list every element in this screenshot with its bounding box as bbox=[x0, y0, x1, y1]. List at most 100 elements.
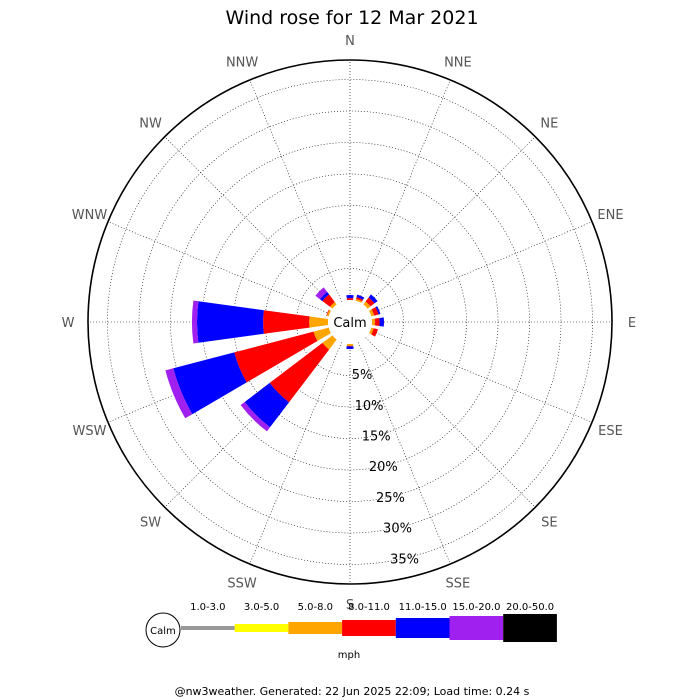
rose-labels: N NNE NE ENE E ESE SE SSE S SSW SW WSW W WNW NW NNW 5% 10… bbox=[62, 34, 637, 613]
grid-spoke-nnw bbox=[249, 79, 342, 302]
bar-ne-8.0-11.0 bbox=[365, 297, 375, 307]
grid-spoke-ssw bbox=[249, 342, 342, 565]
direction-label-n: N bbox=[345, 34, 355, 49]
legend: Calm mph 1.0-3.0 3.0-5.0 5.0-8.0 8.0-11.0 11… bbox=[145, 602, 557, 661]
legend-label: 20.0-50.0 bbox=[506, 602, 554, 613]
bar-wsw-11.0-15.0 bbox=[173, 352, 247, 415]
legend-label: 15.0-20.0 bbox=[452, 602, 500, 613]
bar-e-5.0-8.0 bbox=[371, 318, 376, 326]
direction-label-ne: NE bbox=[540, 117, 558, 132]
legend-label: 3.0-5.0 bbox=[244, 602, 279, 613]
direction-label-s: S bbox=[346, 598, 354, 613]
ring-label: 15% bbox=[362, 430, 391, 445]
ring-label: 30% bbox=[383, 522, 412, 537]
ring-label: 10% bbox=[355, 399, 384, 414]
bar-wsw-15.0-20.0 bbox=[165, 368, 193, 419]
bar-nne-5.0-8.0 bbox=[355, 298, 363, 303]
grid-spoke-wnw bbox=[107, 221, 330, 314]
bar-wnw-5.0-8.0 bbox=[326, 309, 331, 317]
bar-ese-5.0-8.0 bbox=[369, 327, 374, 335]
bar-nw-15.0-20.0 bbox=[315, 287, 328, 300]
rose-grid bbox=[87, 59, 613, 585]
bar-wnw-8.0-11.0 bbox=[326, 309, 330, 316]
chart-title: Wind rose for 12 Mar 2021 bbox=[225, 7, 478, 29]
bar-w-8.0-11.0 bbox=[263, 310, 310, 334]
grid-spoke-nne bbox=[358, 79, 451, 302]
direction-label-w: W bbox=[62, 316, 75, 331]
bar-wsw-5.0-8.0 bbox=[313, 327, 331, 341]
bar-nne-11.0-15.0 bbox=[356, 294, 365, 300]
bar-nw-5.0-8.0 bbox=[330, 302, 337, 309]
bar-e-8.0-11.0 bbox=[374, 318, 380, 326]
direction-label-nw: NW bbox=[139, 117, 162, 132]
bar-nne-8.0-11.0 bbox=[356, 297, 363, 302]
calm-circle bbox=[328, 300, 372, 344]
direction-label-ese: ESE bbox=[598, 424, 623, 439]
grid-ring bbox=[107, 79, 593, 565]
calm-center: Calm bbox=[328, 300, 372, 344]
direction-label-wnw: WNW bbox=[72, 208, 108, 223]
calm-label: Calm bbox=[333, 316, 366, 331]
ring-label: 25% bbox=[376, 491, 405, 506]
direction-label-ssw: SSW bbox=[227, 577, 257, 592]
grid-ring bbox=[296, 268, 404, 376]
legend-swatch-3.0-5.0 bbox=[234, 624, 289, 632]
bar-ene-8.0-11.0 bbox=[371, 307, 379, 316]
outer-circle bbox=[87, 59, 613, 585]
grid-spoke-ene bbox=[370, 221, 593, 314]
bar-sw-5.0-8.0 bbox=[322, 335, 337, 350]
grid-ring bbox=[170, 142, 530, 502]
legend-swatch-1.0-3.0 bbox=[181, 626, 235, 630]
bar-wsw-8.0-11.0 bbox=[234, 331, 318, 383]
bar-nw-8.0-11.0 bbox=[322, 294, 335, 307]
grid-ring bbox=[233, 205, 467, 439]
grid-spoke-sse bbox=[358, 342, 451, 565]
legend-swatch-20.0-50.0 bbox=[503, 614, 557, 642]
legend-calm-label: Calm bbox=[150, 626, 176, 637]
bar-w-11.0-15.0 bbox=[196, 301, 264, 343]
direction-label-sw: SW bbox=[140, 515, 161, 530]
grid-spoke-ne bbox=[365, 136, 536, 307]
direction-label-nnw: NNW bbox=[226, 56, 258, 71]
bar-n-11.0-15.0 bbox=[346, 294, 354, 299]
grid-spoke-se bbox=[365, 337, 536, 508]
legend-label: 11.0-15.0 bbox=[399, 602, 447, 613]
bar-nw-11.0-15.0 bbox=[319, 291, 330, 302]
legend-swatch-5.0-8.0 bbox=[288, 622, 343, 634]
ring-label: 5% bbox=[352, 368, 373, 383]
bar-w-5.0-8.0 bbox=[309, 316, 329, 328]
footer-text: @nw3weather. Generated: 22 Jun 2025 22:0… bbox=[175, 685, 530, 698]
bar-s-11.0-15.0 bbox=[346, 346, 354, 350]
bar-ene-11.0-15.0 bbox=[375, 306, 381, 315]
bar-sw-8.0-11.0 bbox=[269, 342, 330, 403]
ring-label: 35% bbox=[390, 552, 419, 567]
legend-swatch-11.0-15.0 bbox=[395, 618, 450, 638]
bar-ene-5.0-8.0 bbox=[369, 309, 375, 317]
legend-label: 5.0-8.0 bbox=[298, 602, 333, 613]
legend-unit-label: mph bbox=[338, 650, 360, 661]
direction-label-wsw: WSW bbox=[73, 424, 107, 439]
bar-ese-8.0-11.0 bbox=[371, 328, 378, 337]
bar-e-11.0-15.0 bbox=[379, 317, 385, 327]
legend-label: 1.0-3.0 bbox=[190, 602, 225, 613]
legend-swatch-8.0-11.0 bbox=[342, 620, 396, 636]
rose-bars bbox=[165, 287, 385, 432]
bar-n-8.0-11.0 bbox=[346, 298, 354, 301]
legend-label: 8.0-11.0 bbox=[348, 602, 390, 613]
direction-label-ene: ENE bbox=[597, 208, 623, 223]
grid-spoke-nw bbox=[164, 136, 335, 307]
legend-swatch-15.0-20.0 bbox=[449, 616, 504, 640]
direction-label-se: SE bbox=[541, 515, 557, 530]
direction-label-e: E bbox=[628, 316, 636, 331]
bar-ne-11.0-15.0 bbox=[368, 294, 378, 304]
grid-spoke-ese bbox=[370, 330, 593, 423]
bar-ne-5.0-8.0 bbox=[363, 301, 371, 309]
direction-label-nne: NNE bbox=[444, 56, 472, 71]
bar-sw-11.0-15.0 bbox=[244, 382, 290, 428]
bar-s-8.0-11.0 bbox=[346, 345, 354, 347]
bar-s-5.0-8.0 bbox=[346, 343, 354, 346]
legend-calm-circle bbox=[145, 612, 181, 648]
bar-sw-15.0-20.0 bbox=[240, 402, 270, 432]
ring-label: 20% bbox=[369, 460, 398, 475]
